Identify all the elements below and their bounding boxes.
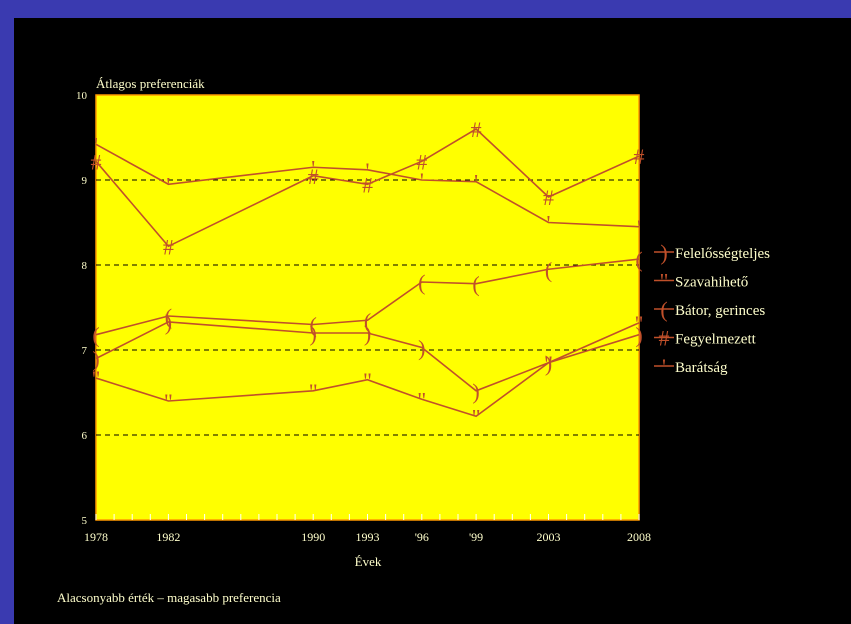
grid-lines	[96, 179, 639, 436]
legend-label: Felelősségteljes	[675, 246, 770, 262]
data-point-marker: (	[364, 308, 371, 333]
data-point-marker: '	[311, 155, 315, 180]
series-4: # # # # # # # #	[91, 117, 645, 259]
data-point-marker: (	[92, 323, 99, 348]
x-tick-label: 2003	[537, 530, 561, 544]
data-point-marker: )	[418, 335, 425, 360]
x-tick-label: 1990	[301, 530, 325, 544]
legend-marker: '	[662, 354, 666, 379]
data-point-marker: (	[472, 272, 479, 297]
data-point-marker: "	[472, 404, 481, 429]
series-line	[95, 258, 640, 336]
data-point-marker: "	[544, 351, 553, 376]
y-tick-label: 7	[82, 345, 88, 357]
data-point-marker: (	[635, 247, 642, 272]
series-line	[95, 321, 640, 392]
series-line	[95, 322, 640, 418]
y-tick-label: 6	[82, 430, 88, 442]
legend-marker: (	[660, 297, 667, 322]
data-point-marker: #	[471, 117, 482, 142]
data-point-marker: '	[474, 170, 478, 195]
x-tick-label: 1982	[156, 530, 180, 544]
data-point-marker: #	[543, 185, 554, 210]
y-axis: 5 6 7 8 9 10	[76, 90, 88, 527]
data-point-marker: "	[363, 368, 372, 393]
series-line	[95, 143, 640, 228]
data-point-marker: '	[420, 168, 424, 193]
data-point-marker: #	[308, 164, 319, 189]
data-point-marker: #	[91, 149, 102, 174]
data-point-marker: )	[310, 321, 317, 346]
legend: ) Felelősségteljes " Szavahihető ( Bátor, ger…	[654, 240, 770, 379]
data-point-marker: (	[545, 257, 552, 282]
data-point-marker: '	[547, 211, 551, 236]
y-tick-label: 8	[82, 260, 88, 272]
footer-note: Alacsonyabb érték – magasabb preferencia	[57, 590, 281, 605]
data-point-marker: '	[366, 158, 370, 183]
plot-area	[95, 94, 640, 521]
data-point-marker: "	[164, 389, 173, 414]
data-point-marker: '	[94, 132, 98, 157]
data-point-marker: )	[635, 323, 642, 348]
legend-label: Szavahihető	[675, 275, 748, 291]
legend-marker: "	[660, 269, 669, 294]
legend-item: ( Bátor, gerinces	[654, 297, 765, 322]
legend-label: Bátor, gerinces	[675, 303, 765, 319]
series-line	[95, 128, 640, 248]
y-tick-label: 5	[82, 515, 88, 527]
data-point-marker: )	[165, 310, 172, 335]
data-point-marker: "	[92, 366, 101, 391]
data-point-marker: #	[634, 144, 645, 169]
data-point-marker: (	[418, 270, 425, 295]
x-tick-label: '99	[469, 530, 483, 544]
data-point-marker: "	[309, 379, 318, 404]
x-tick-label: '96	[415, 530, 429, 544]
series-3: ( ( ( ( ( ( ( (	[92, 247, 642, 348]
data-point-marker: )	[92, 347, 99, 372]
data-point-marker: "	[417, 387, 426, 412]
data-point-marker: '	[637, 215, 641, 240]
legend-label: Fegyelmezett	[675, 332, 757, 348]
legend-item: ) Felelősségteljes	[654, 240, 770, 265]
data-point-marker: )	[364, 321, 371, 346]
legend-item: " Szavahihető	[654, 269, 748, 294]
data-point-marker: #	[163, 234, 174, 259]
x-axis-title: Évek	[355, 554, 382, 569]
legend-label: Barátság	[675, 360, 728, 376]
x-axis: 1978 1982 1990 1993 '96 '99 2003 2008	[84, 514, 651, 544]
data-point-marker: (	[165, 304, 172, 329]
x-tick-label: 1978	[84, 530, 108, 544]
series-2: " " " " " " " "	[92, 311, 644, 430]
data-point-marker: (	[310, 313, 317, 338]
series-5: ' ' ' ' ' ' ' '	[94, 132, 641, 239]
data-point-marker: #	[416, 149, 427, 174]
data-point-marker: #	[362, 172, 373, 197]
legend-marker: #	[659, 326, 670, 351]
data-point-marker: "	[635, 311, 644, 336]
legend-item: # Fegyelmezett	[654, 326, 757, 351]
data-point-marker: '	[166, 172, 170, 197]
legend-marker: )	[660, 240, 667, 265]
y-tick-label: 10	[76, 90, 88, 102]
y-tick-label: 9	[82, 175, 88, 187]
y-axis-title: Átlagos preferenciák	[96, 76, 205, 91]
x-tick-label: 1993	[356, 530, 380, 544]
data-point-marker: )	[472, 379, 479, 404]
x-tick-label: 2008	[627, 530, 651, 544]
series-layer: ))))))))"" " """""((((((((### #####''' ' ' '' '	[91, 117, 645, 429]
legend-item: ' Barátság	[654, 354, 728, 379]
